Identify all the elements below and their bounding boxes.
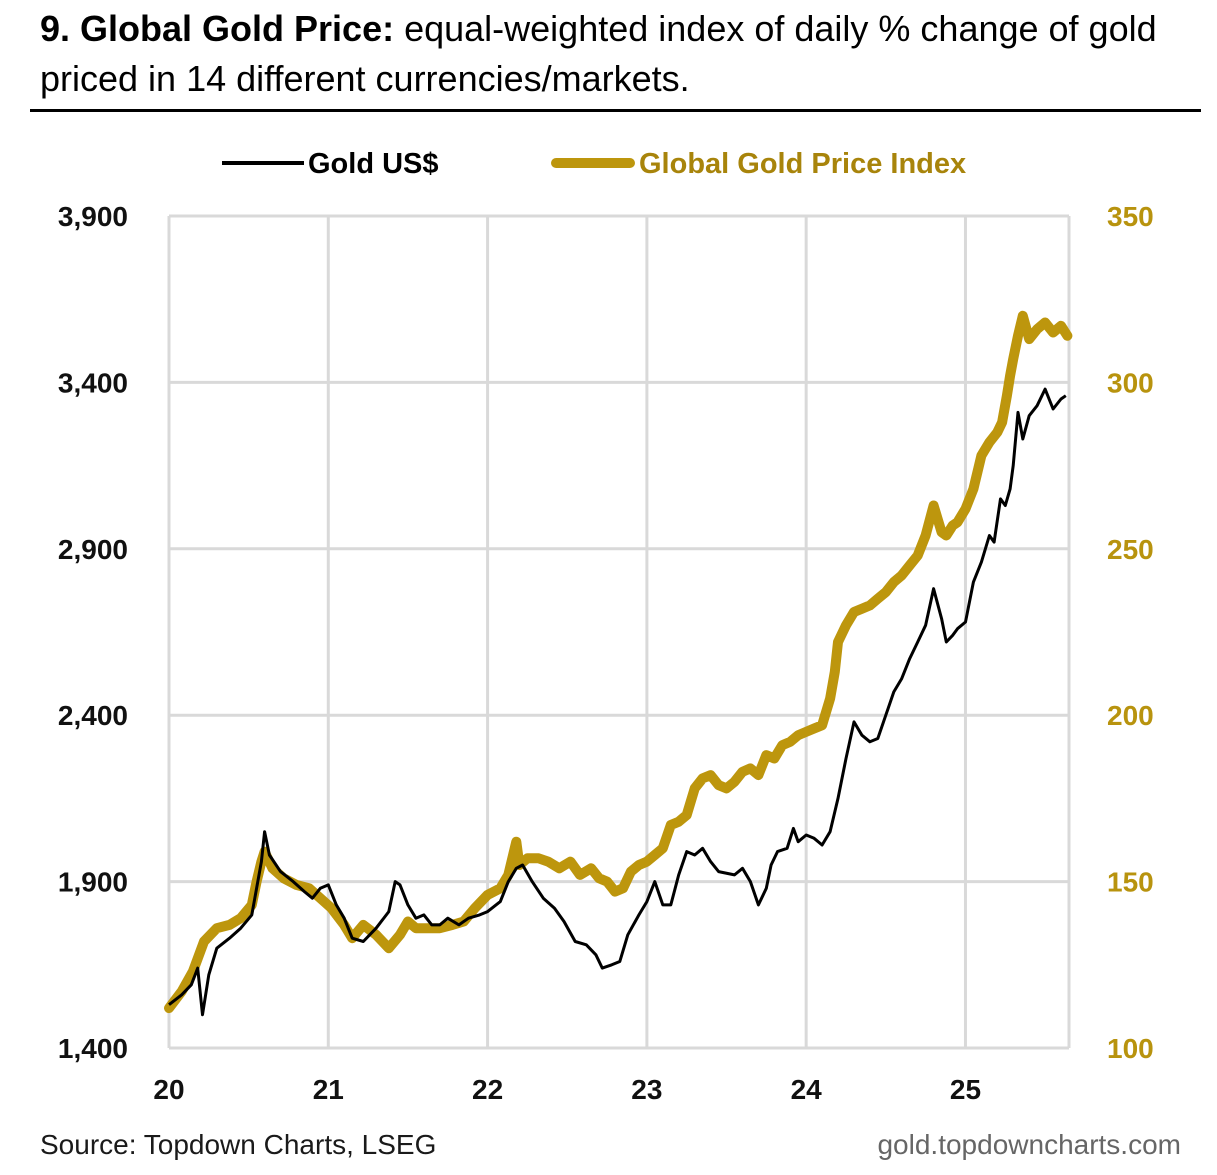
legend-swatch-global-index — [551, 158, 635, 168]
series-line-gold-usd — [168, 387, 1067, 1017]
x-tick-label-1: 21 — [313, 1074, 344, 1105]
left-tick-label-0: 1,400 — [58, 1033, 128, 1064]
x-tick-label-5: 25 — [950, 1074, 981, 1105]
chart-title-rest: equal-weighted index of daily % change o… — [40, 8, 1157, 99]
site-url: gold.topdowncharts.com — [877, 1129, 1181, 1160]
grid-lines — [167, 214, 1071, 1050]
chart-title: 9. Global Gold Price: equal-weighted ind… — [40, 4, 1190, 104]
left-tick-label-3: 2,900 — [58, 534, 128, 565]
legend-label-global-index: Global Gold Price Index — [639, 148, 967, 180]
legend-swatch-gold-usd — [222, 161, 304, 165]
chart-title-bold: 9. Global Gold Price: — [40, 8, 395, 49]
left-tick-label-2: 2,400 — [58, 700, 128, 731]
right-tick-label-5: 350 — [1107, 201, 1154, 232]
right-tick-label-0: 100 — [1107, 1033, 1154, 1064]
left-tick-label-5: 3,900 — [58, 201, 128, 232]
x-axis-ticks: 20 21 22 23 24 25 — [153, 1074, 981, 1105]
x-tick-label-0: 20 — [153, 1074, 184, 1105]
left-axis-ticks: 1,400 1,900 2,400 2,900 3,400 3,900 — [58, 201, 128, 1064]
x-tick-label-2: 22 — [472, 1074, 503, 1105]
right-tick-label-3: 250 — [1107, 534, 1154, 565]
right-tick-label-4: 300 — [1107, 367, 1154, 398]
title-divider — [30, 109, 1201, 112]
series-line-global-gold-price-index — [164, 310, 1073, 1014]
x-tick-label-4: 24 — [791, 1074, 823, 1105]
right-axis-ticks: 100 150 200 250 300 350 — [1107, 201, 1154, 1064]
legend-label-gold-usd: Gold US$ — [308, 148, 439, 180]
series-lines — [164, 310, 1073, 1017]
right-tick-label-1: 150 — [1107, 867, 1154, 898]
left-tick-label-1: 1,900 — [58, 867, 128, 898]
left-tick-label-4: 3,400 — [58, 367, 128, 398]
source-note: Source: Topdown Charts, LSEG — [40, 1129, 437, 1160]
right-tick-label-2: 200 — [1107, 700, 1154, 731]
x-tick-label-3: 23 — [631, 1074, 662, 1105]
